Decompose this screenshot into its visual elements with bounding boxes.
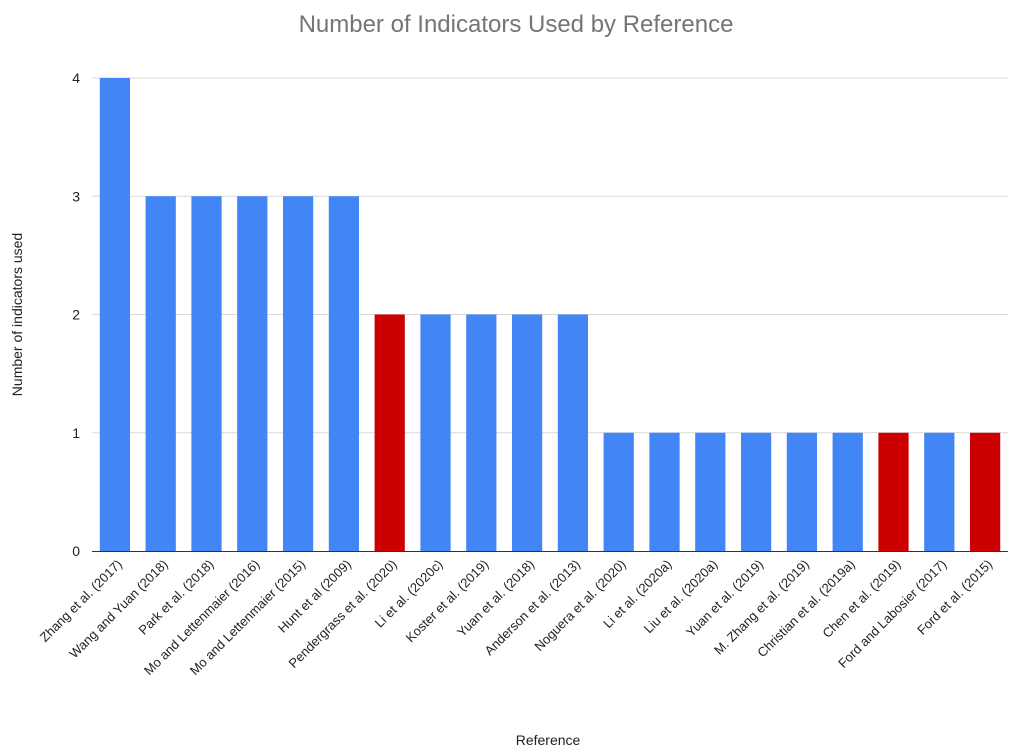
bar bbox=[832, 432, 863, 551]
bar bbox=[466, 314, 497, 551]
bars bbox=[99, 78, 1001, 551]
bar bbox=[603, 432, 634, 551]
bar bbox=[374, 314, 405, 551]
bar bbox=[557, 314, 589, 551]
x-category-label: Yuan et al. (2019) bbox=[683, 557, 766, 640]
bar bbox=[191, 196, 222, 551]
bar bbox=[420, 314, 451, 551]
y-tick-label: 0 bbox=[72, 543, 80, 559]
bar bbox=[145, 196, 176, 551]
bar bbox=[282, 196, 314, 551]
x-category-label: Chen et al. (2019) bbox=[819, 557, 903, 641]
x-category-label: Yuan et al. (2018) bbox=[454, 557, 537, 640]
y-tick-label: 4 bbox=[72, 70, 80, 86]
bar bbox=[924, 432, 955, 551]
bar bbox=[237, 196, 268, 551]
y-tick-label: 2 bbox=[72, 307, 80, 323]
x-category-label: Zhang et al. (2017) bbox=[37, 557, 125, 645]
bar bbox=[99, 78, 131, 551]
x-axis-category-labels: Zhang et al. (2017)Wang and Yuan (2018)P… bbox=[37, 557, 995, 678]
bar bbox=[786, 432, 818, 551]
bar bbox=[969, 432, 1001, 551]
y-axis-title: Number of indicators used bbox=[9, 233, 25, 396]
bar bbox=[328, 196, 360, 551]
bar bbox=[878, 432, 909, 551]
bar bbox=[740, 432, 772, 551]
chart-title: Number of Indicators Used by Reference bbox=[299, 11, 734, 38]
gridlines bbox=[92, 77, 1008, 434]
x-axis-title: Reference bbox=[516, 732, 581, 748]
bar bbox=[511, 314, 543, 551]
x-category-label: Koster et al. (2019) bbox=[403, 557, 492, 646]
bar bbox=[649, 432, 680, 551]
y-tick-label: 3 bbox=[72, 188, 80, 204]
y-tick-label: 1 bbox=[72, 425, 80, 441]
y-axis-tick-labels: 0 1 2 3 4 bbox=[72, 70, 80, 559]
bar bbox=[695, 432, 726, 551]
